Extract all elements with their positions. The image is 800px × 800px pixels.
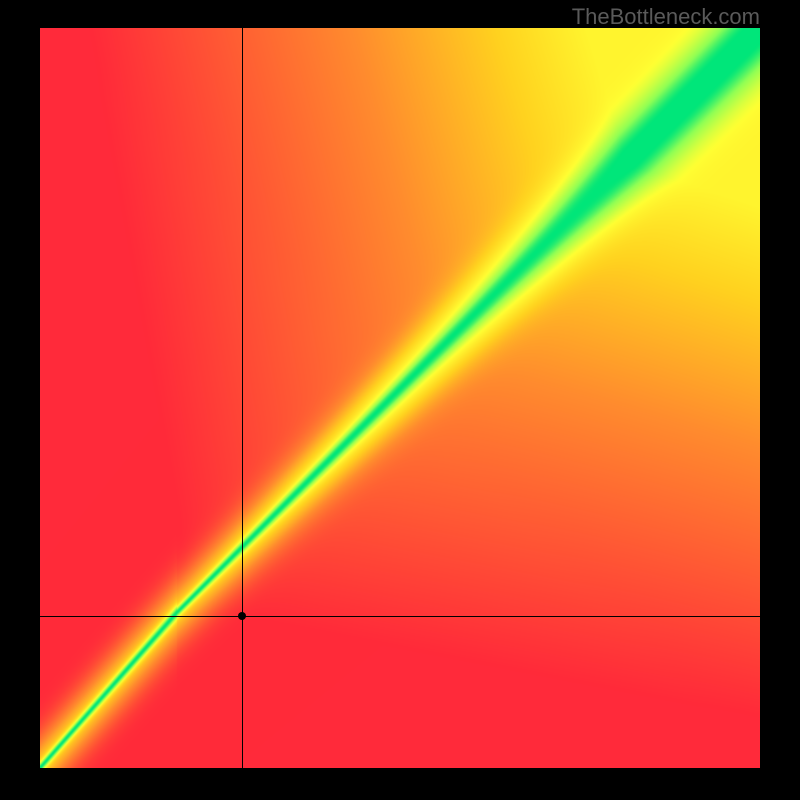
- marker-dot: [238, 612, 246, 620]
- crosshair-vertical: [242, 28, 243, 768]
- heatmap-canvas: [40, 28, 760, 768]
- heatmap-plot: [40, 28, 760, 768]
- crosshair-horizontal: [40, 616, 760, 617]
- watermark-text: TheBottleneck.com: [572, 4, 760, 30]
